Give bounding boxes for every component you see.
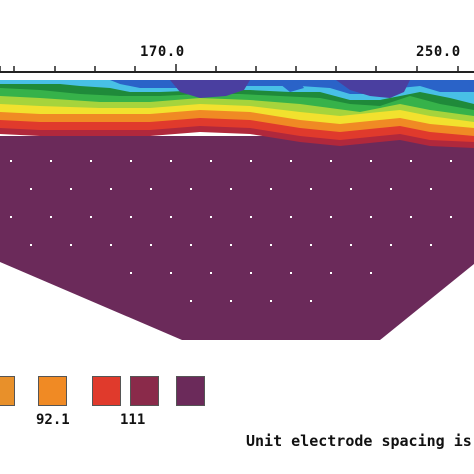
- legend-swatch-2: [38, 376, 67, 406]
- datum-points: [10, 160, 452, 302]
- tick-label-170: 170.0: [140, 44, 185, 60]
- legend-swatch-3: [92, 376, 121, 406]
- anomaly-deep-blue-2: [336, 80, 410, 98]
- legend-label-92-1: 92.1: [36, 412, 70, 428]
- legend-swatch-5: [176, 376, 205, 406]
- anomaly-blue-small: [280, 82, 304, 92]
- anomaly-deep-blue-1: [170, 80, 250, 98]
- axis-tick-marks: [0, 64, 459, 72]
- section-body-purple: [0, 136, 474, 340]
- tick-label-250: 250.0: [416, 44, 461, 60]
- legend-swatch-1: [0, 376, 15, 406]
- legend-label-111: 111: [120, 412, 146, 428]
- legend-swatch-4: [130, 376, 159, 406]
- electrode-spacing-note: Unit electrode spacing is 1: [246, 432, 474, 450]
